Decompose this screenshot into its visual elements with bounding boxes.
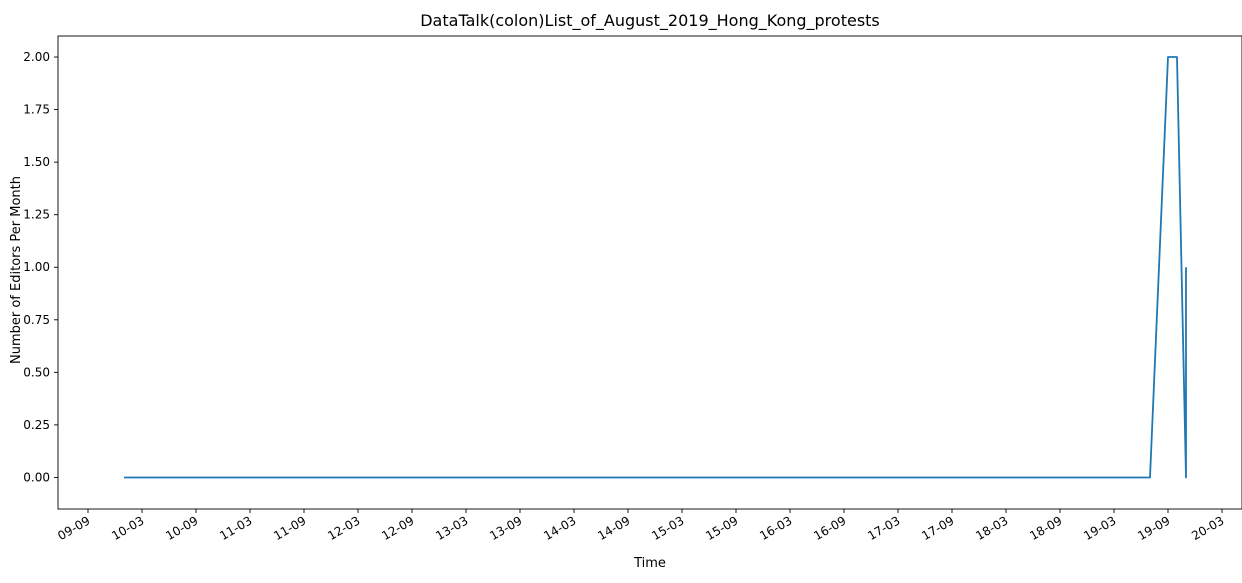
x-tick-label: 16-03 [757, 513, 794, 543]
x-tick-label: 10-03 [109, 513, 146, 543]
x-tick-label: 14-09 [595, 513, 632, 543]
x-tick-label: 15-03 [649, 513, 686, 543]
x-tick-label: 11-09 [271, 513, 308, 543]
x-tick-label: 16-09 [811, 513, 848, 543]
x-tick-label: 14-03 [541, 513, 578, 543]
x-axis: 09-09 10-03 10-09 11-03 11-09 12-03 12-09 13-03… [55, 509, 1227, 543]
y-tick-label: 1.75 [23, 103, 50, 117]
x-tick-label: 12-03 [325, 513, 362, 543]
y-tick-label: 0.25 [23, 418, 50, 432]
y-tick-label: 1.25 [23, 208, 50, 222]
x-tick-label: 19-03 [1081, 513, 1118, 543]
x-axis-label: Time [633, 556, 666, 571]
x-tick-label: 17-09 [919, 513, 956, 543]
y-tick-label: 1.50 [23, 155, 50, 169]
x-tick-label: 17-03 [865, 513, 902, 543]
y-axis: 0.00 0.25 0.50 0.75 1.00 1.25 1.50 1.75 2.00 [23, 50, 58, 484]
series-layer [124, 56, 1187, 479]
x-tick-label: 18-09 [1027, 513, 1064, 543]
y-tick-label: 0.00 [23, 470, 50, 484]
x-tick-label: 18-03 [973, 513, 1010, 543]
x-tick-label: 13-09 [487, 513, 524, 543]
series-line [124, 56, 1187, 479]
y-axis-label: Number of Editors Per Month [9, 176, 24, 364]
plot-border [57, 35, 1242, 510]
y-tick-label: 0.50 [23, 365, 50, 379]
x-tick-label: 20-03 [1189, 513, 1226, 543]
plot-area [57, 35, 1242, 510]
x-tick-label: 11-03 [217, 513, 254, 543]
x-tick-label: 15-09 [703, 513, 740, 543]
y-tick-label: 1.00 [23, 260, 50, 274]
x-tick-label: 12-09 [379, 513, 416, 543]
x-tick-label: 13-03 [433, 513, 470, 543]
x-tick-label: 19-09 [1135, 513, 1172, 543]
chart-title: DataTalk(colon)List_of_August_2019_Hong_… [420, 11, 880, 31]
x-tick-label: 10-09 [163, 513, 200, 543]
x-tick-label: 09-09 [55, 513, 92, 543]
y-tick-label: 2.00 [23, 50, 50, 64]
y-tick-label: 0.75 [23, 313, 50, 327]
